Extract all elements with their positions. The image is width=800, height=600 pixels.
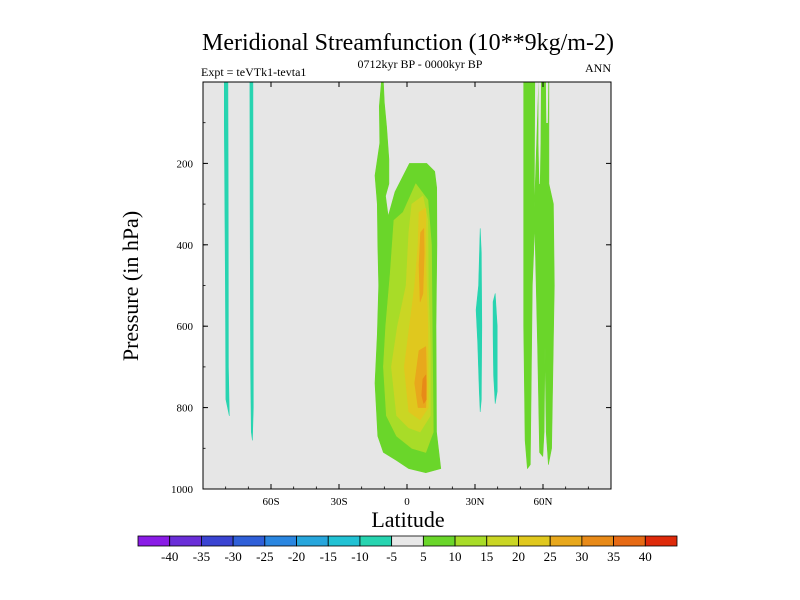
colorbar-label: -30: [224, 549, 241, 564]
chart-title: Meridional Streamfunction (10**9kg/m-2): [202, 30, 614, 56]
colorbar-label: -35: [193, 549, 210, 564]
colorbar-label: 10: [449, 549, 462, 564]
colorbar-label: -15: [320, 549, 337, 564]
contour-band-nh-gap: [538, 82, 542, 185]
y-tick-label: 800: [177, 403, 194, 415]
y-tick-label: 400: [177, 240, 194, 252]
colorbar-label: 20: [512, 549, 525, 564]
colorbar-swatch: [486, 535, 519, 547]
colorbar-label: -20: [288, 549, 305, 564]
contour-layer: [224, 82, 555, 474]
y-tick-label: 200: [177, 158, 194, 170]
colorbar-swatch: [518, 535, 551, 547]
x-tick-label: 0: [404, 496, 410, 508]
contour-band-nh-green: [523, 82, 555, 469]
y-tick-label: 600: [177, 321, 194, 333]
colorbar-swatch: [232, 535, 266, 547]
contour-band-nh-2: [492, 293, 498, 404]
colorbar-swatch: [201, 535, 234, 547]
colorbar-label: -5: [386, 549, 397, 564]
colorbar-label: -10: [351, 549, 368, 564]
x-axis: 60S 30S 0 30N 60N: [202, 82, 612, 508]
contour-band-nh-1: [475, 228, 483, 413]
colorbar-swatch: [327, 535, 361, 547]
colorbar-swatch: [137, 535, 171, 547]
colorbar-swatch: [359, 535, 393, 547]
colorbar-label: 35: [607, 549, 620, 564]
colorbar-swatch: [296, 535, 329, 547]
x-tick-label: 60N: [534, 496, 553, 508]
colorbar-swatch: [454, 535, 488, 547]
center-subtitle: 0712kyr BP - 0000kyr BP: [358, 57, 483, 71]
colorbar-swatch: [613, 535, 646, 547]
x-tick-label: 30N: [466, 496, 485, 508]
colorbar-label: -25: [256, 549, 273, 564]
colorbar-swatch: [549, 535, 583, 547]
colorbar-label: 40: [639, 549, 652, 564]
y-tick-label: 1000: [171, 484, 194, 496]
left-subtitle: Expt = teVTk1-tevta1: [201, 65, 306, 79]
colorbar-swatch: [264, 535, 297, 547]
colorbar-label: 15: [480, 549, 493, 564]
colorbar-label: 30: [575, 549, 588, 564]
right-subtitle: ANN: [585, 61, 611, 75]
contour-band-sh-1: [224, 82, 230, 417]
colorbar-label: 25: [544, 549, 557, 564]
x-tick-label: 30S: [330, 496, 347, 508]
colorbar-swatch: [391, 535, 424, 547]
colorbar-swatch: [169, 535, 202, 547]
contour-eq-cell-30: [421, 374, 427, 404]
colorbar-label: -40: [161, 549, 178, 564]
colorbar-label: 5: [420, 549, 427, 564]
contour-band-sh-2: [249, 82, 254, 441]
plot-area: [202, 81, 612, 490]
x-tick-label: 60S: [262, 496, 279, 508]
colorbar: -40 -35 -30 -25 -20 -15 -10 -5 5 10 15 20 25 30 35 40: [137, 535, 678, 564]
colorbar-swatch: [581, 535, 614, 547]
colorbar-swatch: [422, 535, 456, 547]
contour-eq-cell-25-upper: [418, 228, 425, 303]
colorbar-swatch: [644, 535, 678, 547]
contour-band-nh-gap2: [545, 82, 549, 123]
y-axis-label: Pressure (in hPa): [118, 211, 143, 361]
y-axis: 200 400 600 800 1000: [171, 122, 611, 496]
x-axis-label: Latitude: [371, 507, 444, 532]
